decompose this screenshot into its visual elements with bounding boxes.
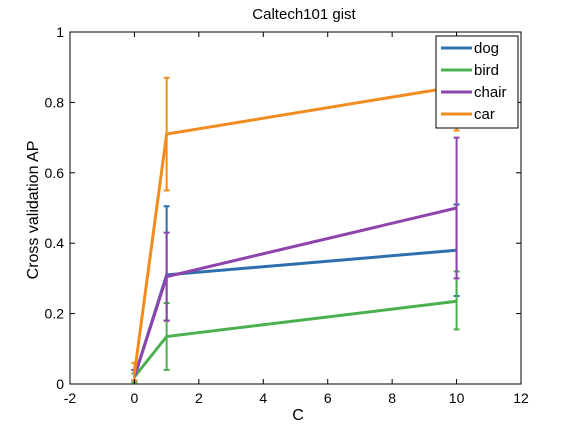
- y-tick-label: 0.6: [45, 165, 65, 181]
- series-line-chair: [133, 206, 457, 378]
- legend-label: bird: [474, 62, 499, 79]
- x-tick-label: 8: [388, 390, 396, 406]
- x-tick-label: 2: [195, 390, 203, 406]
- y-tick-label: 0.2: [45, 306, 65, 322]
- series-dog: [131, 203, 460, 382]
- chart-title: Caltech101 gist: [252, 6, 356, 23]
- x-tick-label: -2: [64, 390, 77, 406]
- x-tick-label: 12: [513, 390, 529, 406]
- series-line-bird: [133, 299, 457, 378]
- series-bird: [131, 270, 460, 384]
- y-tick-label: 0: [56, 376, 64, 392]
- x-axis-title: C: [292, 407, 304, 424]
- legend-label: chair: [474, 84, 507, 101]
- plot-frame: [69, 31, 522, 385]
- x-tick-label: 10: [449, 390, 465, 406]
- legend: dog bird chair car: [435, 35, 519, 129]
- legend-label: dog: [474, 40, 499, 57]
- series-chair: [131, 136, 460, 382]
- y-tick-label: 0.8: [45, 94, 65, 110]
- y-tick-label: 1: [56, 24, 64, 40]
- legend-label: car: [474, 106, 495, 123]
- x-tick-label: 6: [324, 390, 332, 406]
- x-tick-label: 4: [259, 390, 267, 406]
- x-tick-label: 0: [131, 390, 139, 406]
- y-tick-label: 0.4: [45, 235, 65, 251]
- series-line-car: [132, 85, 457, 374]
- series-line-dog: [132, 248, 457, 378]
- series-layer: [131, 76, 460, 384]
- y-axis-title: Cross validation AP: [25, 141, 42, 280]
